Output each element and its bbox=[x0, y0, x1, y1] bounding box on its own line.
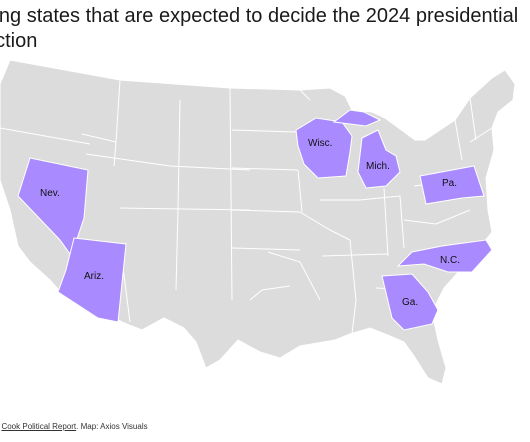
state-labels: Nev. Ariz. Wisc. Mich. Pa. N.C. Ga. bbox=[40, 138, 460, 308]
state-georgia bbox=[381, 273, 439, 331]
state-pennsylvania bbox=[419, 165, 485, 205]
state-north-carolina bbox=[396, 239, 493, 273]
source-suffix: . Map: Axios Visuals bbox=[76, 422, 148, 431]
label-arizona: Ariz. bbox=[84, 271, 104, 282]
label-pennsylvania: Pa. bbox=[442, 178, 457, 189]
us-map: Nev. Ariz. Wisc. Mich. Pa. N.C. Ga. bbox=[0, 59, 516, 385]
state-michigan-upper bbox=[332, 109, 382, 127]
label-north-carolina: N.C. bbox=[440, 255, 460, 266]
us-landmass bbox=[0, 59, 516, 385]
map-title: wing states that are expected to decide … bbox=[0, 4, 530, 54]
label-nevada: Nev. bbox=[40, 188, 60, 199]
source-link-cook-political-report[interactable]: Cook Political Report bbox=[1, 422, 77, 431]
title-line-2: ection bbox=[0, 30, 38, 52]
state-michigan bbox=[357, 129, 401, 189]
state-arizona bbox=[57, 237, 127, 323]
title-line-1: wing states that are expected to decide … bbox=[0, 5, 519, 27]
label-georgia: Ga. bbox=[402, 297, 418, 308]
source-note: : Cook Political Report. Map: Axios Visu… bbox=[0, 422, 148, 431]
state-wisconsin bbox=[295, 117, 353, 179]
label-wisconsin: Wisc. bbox=[308, 138, 332, 149]
swing-states bbox=[17, 109, 493, 331]
label-michigan: Mich. bbox=[366, 161, 390, 172]
